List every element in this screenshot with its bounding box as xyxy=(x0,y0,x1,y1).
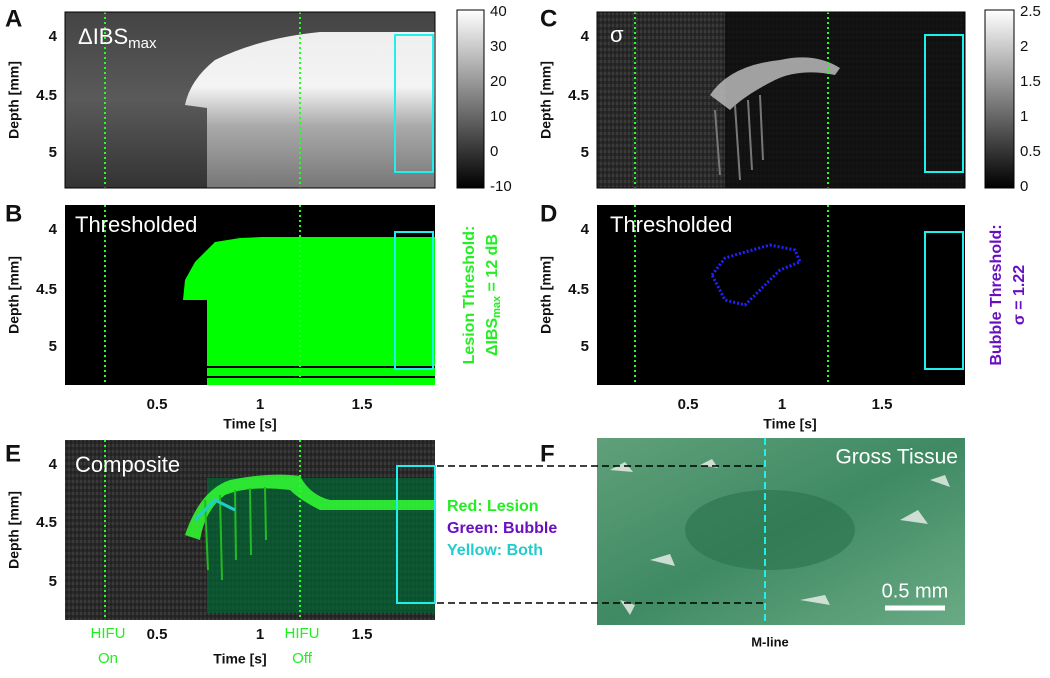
x-tick-label: 1 xyxy=(778,396,786,413)
roi-box xyxy=(396,465,436,604)
panel-letter: A xyxy=(5,5,22,32)
y-tick-label: 4 xyxy=(49,28,58,45)
hifu-on-label: On xyxy=(98,650,118,667)
y-tick-label: 4.5 xyxy=(568,87,589,104)
frame xyxy=(64,11,436,189)
y-axis-label: Depth [mm] xyxy=(6,491,22,569)
y-tick-label: 5 xyxy=(49,573,57,590)
colorbar-tick-label: 0 xyxy=(1020,178,1028,195)
y-tick-label: 4 xyxy=(581,28,590,45)
panel-letter: B xyxy=(5,200,22,227)
x-axis-label: Time [s] xyxy=(223,416,276,432)
y-tick-label: 4.5 xyxy=(36,281,57,298)
lesion-area xyxy=(685,490,855,570)
roi-box xyxy=(394,34,434,173)
threshold-label: Lesion Threshold: xyxy=(461,226,478,365)
x-tick-label: 0.5 xyxy=(147,626,168,643)
panel-title: ΔIBSmax xyxy=(78,24,157,52)
image-d xyxy=(597,205,965,385)
panel-letter: E xyxy=(5,440,21,467)
colorbar-tick-label: 10 xyxy=(490,108,507,125)
y-tick-label: 5 xyxy=(581,144,589,161)
scale-label: 0.5 mm xyxy=(882,580,949,602)
x-tick-label: 1.5 xyxy=(352,626,373,643)
y-tick-label: 4 xyxy=(581,221,590,238)
y-axis-label: Depth [mm] xyxy=(6,61,22,139)
panel-title: Thresholded xyxy=(610,212,732,237)
y-tick-label: 4 xyxy=(49,456,58,473)
roi-box xyxy=(924,231,964,370)
lesion-mask xyxy=(183,237,435,385)
panel-letter: F xyxy=(540,440,555,467)
both-overlay xyxy=(193,498,236,522)
frame xyxy=(596,11,966,189)
colorbar-tick-label: 0 xyxy=(490,143,498,160)
colorbar-tick-label: 30 xyxy=(490,38,507,55)
colorbar xyxy=(984,9,1015,189)
x-tick-label: 1.5 xyxy=(872,396,893,413)
y-tick-label: 5 xyxy=(49,338,57,355)
hifu-off-label: HIFU xyxy=(285,625,320,642)
panel-title: σ xyxy=(610,22,624,47)
x-axis-label: Time [s] xyxy=(763,416,816,432)
threshold-sub: max xyxy=(491,295,503,318)
hifu-on-label: HIFU xyxy=(91,625,126,642)
threshold-value: ΔIBSmax = 12 dB xyxy=(484,234,503,356)
colorbar-tick-label: 0.5 xyxy=(1020,143,1041,160)
colorbar-tick-label: 40 xyxy=(490,3,507,20)
colorbar xyxy=(456,9,485,189)
legend-entry: Red: Lesion xyxy=(447,498,539,515)
hifu-off-label: Off xyxy=(292,650,313,667)
title-sub: max xyxy=(128,35,157,52)
bubble-streaks xyxy=(204,486,267,581)
y-tick-label: 4.5 xyxy=(36,514,57,531)
colorbar-tick-label: 2.5 xyxy=(1020,3,1041,20)
x-tick-label: 0.5 xyxy=(147,396,168,413)
y-tick-label: 5 xyxy=(49,144,57,161)
colorbar-tick-label: 1 xyxy=(1020,108,1028,125)
legend-entry: Green: Bubble xyxy=(447,520,557,537)
x-tick-label: 1 xyxy=(256,396,264,413)
threshold-label: Bubble Threshold: xyxy=(988,224,1005,365)
x-tick-label: 0.5 xyxy=(678,396,699,413)
y-tick-label: 4 xyxy=(49,221,58,238)
panel-title: Gross Tissue xyxy=(835,446,958,469)
colorbar-tick-label: 1.5 xyxy=(1020,73,1041,90)
threshold-rest: = 12 dB xyxy=(484,234,501,296)
panel-letter: D xyxy=(540,200,557,227)
x-axis-label: Time [s] xyxy=(213,651,266,667)
lesion-region xyxy=(185,32,435,188)
x-tick-label: 1 xyxy=(256,626,264,643)
threshold-main: ΔIBS xyxy=(484,318,501,357)
colorbar-tick-label: 2 xyxy=(1020,38,1028,55)
bubble-overlay xyxy=(185,474,435,540)
colorbar-tick-label: 20 xyxy=(490,73,507,90)
y-axis-label: Depth [mm] xyxy=(538,61,554,139)
bubble-streaks xyxy=(714,94,764,181)
y-tick-label: 4.5 xyxy=(568,281,589,298)
roi-box xyxy=(394,231,434,370)
x-tick-label: 1.5 xyxy=(352,396,373,413)
y-tick-label: 4.5 xyxy=(36,87,57,104)
bubble-mask xyxy=(710,243,802,307)
panel-title: Composite xyxy=(75,452,180,477)
y-axis-label: Depth [mm] xyxy=(538,256,554,334)
m-line-label: M-line xyxy=(751,634,789,649)
title-main: ΔIBS xyxy=(78,24,128,49)
panel-title: Thresholded xyxy=(75,212,197,237)
bubble-signal xyxy=(710,57,840,110)
y-tick-label: 5 xyxy=(581,338,589,355)
legend-entry: Yellow: Both xyxy=(447,542,543,559)
panel-letter: C xyxy=(540,5,557,32)
threshold-value: σ = 1.22 xyxy=(1011,265,1028,325)
y-axis-label: Depth [mm] xyxy=(6,256,22,334)
colorbar-tick-label: -10 xyxy=(490,178,512,195)
roi-box xyxy=(924,34,964,173)
